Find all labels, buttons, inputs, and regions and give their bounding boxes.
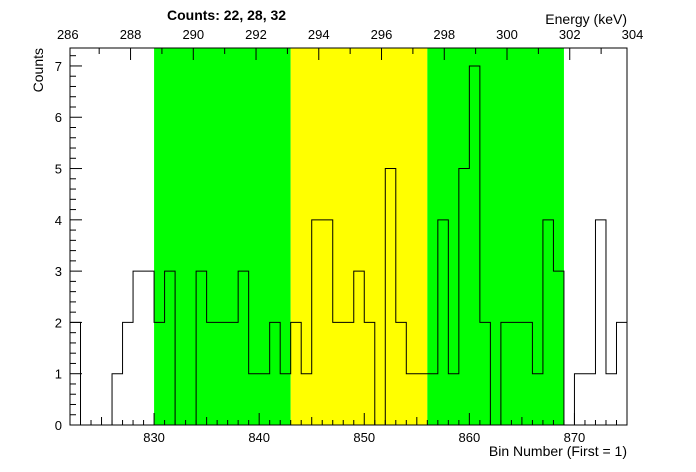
x-tick-label: 840 — [248, 430, 270, 445]
x-axis-title: Bin Number (First = 1) — [489, 443, 627, 459]
x-tick-label: 860 — [459, 430, 481, 445]
histogram-outline — [69, 65, 627, 426]
energy-tick-label: 296 — [371, 27, 393, 42]
region-band-2 — [290, 48, 428, 425]
plot-frame — [69, 47, 628, 426]
region-bands — [154, 48, 564, 425]
y-tick-label: 5 — [55, 162, 62, 177]
energy-tick-label: 298 — [433, 27, 455, 42]
y-tick-label: 3 — [55, 264, 62, 279]
axis-tick-labels: 830 840 850 860 870 0 1 2 3 4 5 6 7 286 288 290 292 294 29… — [55, 27, 644, 445]
energy-axis-title: Energy (keV) — [545, 11, 627, 27]
energy-tick-label: 304 — [622, 27, 644, 42]
axis-ticks — [69, 48, 628, 426]
region-band-1 — [154, 48, 291, 425]
x-tick-label: 870 — [564, 430, 586, 445]
energy-tick-label: 302 — [559, 27, 581, 42]
y-tick-label: 2 — [55, 315, 62, 330]
y-tick-label: 4 — [55, 213, 62, 228]
energy-tick-label: 290 — [182, 27, 204, 42]
energy-tick-label: 286 — [57, 27, 79, 42]
y-tick-label: 0 — [55, 418, 62, 433]
x-tick-label: 830 — [143, 430, 165, 445]
energy-tick-label: 292 — [245, 27, 267, 42]
energy-tick-label: 288 — [120, 27, 142, 42]
y-tick-label: 6 — [55, 110, 62, 125]
chart-title: Counts: 22, 28, 32 — [167, 7, 286, 23]
y-tick-label: 1 — [55, 367, 62, 382]
energy-tick-label: 294 — [308, 27, 330, 42]
y-tick-label: 7 — [55, 59, 62, 74]
energy-tick-label: 300 — [496, 27, 518, 42]
x-tick-label: 850 — [353, 430, 375, 445]
region-band-3 — [427, 48, 564, 425]
y-axis-title: Counts — [30, 48, 46, 92]
